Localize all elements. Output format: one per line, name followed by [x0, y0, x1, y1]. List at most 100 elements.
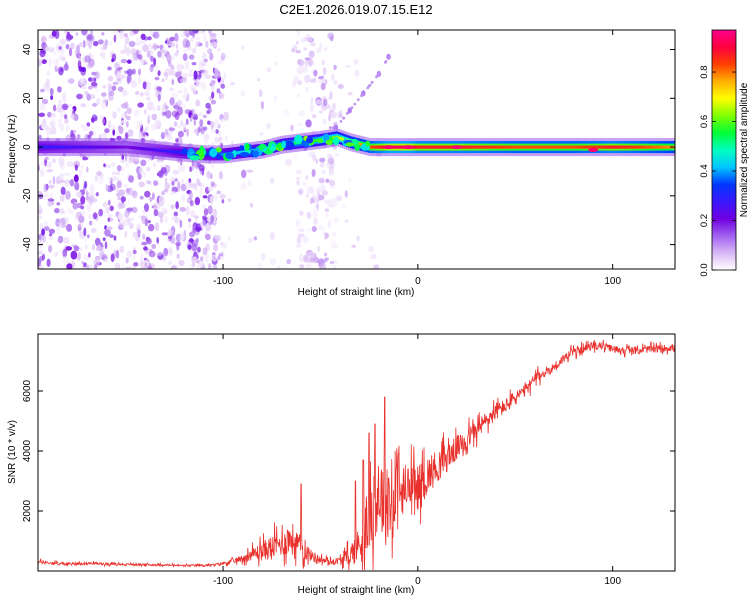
branch-speckle: [375, 75, 378, 79]
spectrogram-noise-speckle: [66, 223, 73, 232]
spectrogram-noise-speckle: [78, 65, 83, 72]
spectrogram-noise-speckle: [52, 158, 56, 164]
ridge-core: [492, 145, 495, 149]
spectrogram-noise-speckle: [167, 260, 173, 266]
spectrogram-noise-speckle: [49, 233, 53, 237]
ridge-blob: [306, 137, 314, 144]
spectrogram-noise-speckle: [80, 205, 85, 210]
spectrogram-noise-speckle: [183, 87, 188, 95]
spectrogram-noise-speckle: [151, 243, 157, 250]
spectrogram-noise-speckle: [79, 247, 83, 252]
spectrogram-noise-speckle: [174, 102, 179, 111]
ridge-core: [604, 145, 607, 149]
spectrogram-noise-speckle: [269, 231, 275, 240]
spectrogram-noise-speckle: [320, 82, 326, 91]
ridge-core: [566, 145, 569, 149]
spectrogram-noise-speckle: [149, 196, 153, 202]
ridge-core: [110, 145, 113, 149]
ridge-core: [618, 145, 621, 149]
ridge-blob: [286, 145, 294, 151]
spectrogram-noise-speckle: [161, 190, 166, 196]
spectrogram-noise-speckle: [191, 242, 198, 252]
spectrogram-noise-speckle: [58, 156, 65, 166]
spectrogram-noise-speckle: [312, 154, 316, 161]
ridge-core: [436, 145, 439, 149]
spectrogram-noise-speckle: [67, 78, 75, 84]
ridge-core: [132, 146, 135, 150]
ridge-core: [480, 145, 483, 149]
ridge-core: [500, 145, 503, 149]
spectrogram-noise-speckle: [327, 157, 335, 165]
ridge-core: [70, 145, 73, 149]
spectrogram-noise-speckle: [177, 100, 183, 106]
spectrogram-noise-speckle: [258, 262, 262, 269]
ridge-core: [644, 145, 647, 149]
spectrogram-noise-speckle: [216, 190, 221, 195]
spectrogram-noise-speckle: [144, 135, 148, 141]
spectrogram-noise-speckle: [132, 231, 139, 239]
spectrogram-noise-speckle: [368, 245, 374, 253]
ridge-core: [464, 145, 467, 149]
spectrogram-noise-speckle: [101, 32, 105, 36]
snr-panel: 2000 4000 6000 -100 0 100 Height of straight…: [7, 333, 676, 596]
spectrogram-noise-speckle: [184, 48, 188, 53]
spectrogram-noise-speckle: [113, 235, 117, 241]
spectrogram-noise-speckle: [146, 238, 152, 245]
spectrogram-noise-speckle: [53, 104, 57, 112]
spectrogram-noise-speckle: [298, 187, 303, 197]
spectrogram-noise-speckle: [137, 68, 142, 76]
spectrogram-noise-speckle: [180, 120, 184, 126]
spectrogram-noise-speckle: [165, 187, 169, 194]
spectrogram-noise-speckle: [214, 68, 219, 74]
ridge-core: [100, 145, 103, 149]
ridge-core: [148, 147, 151, 151]
branch-point: [347, 107, 352, 114]
spectrogram-noise-speckle: [64, 179, 70, 188]
ridge-core: [56, 145, 59, 149]
spectrogram-noise-speckle: [164, 105, 169, 110]
ridge-core: [66, 145, 69, 149]
spectrogram-noise-speckle: [240, 182, 247, 190]
spectrogram-noise-speckle: [196, 264, 200, 269]
ridge-core: [372, 145, 375, 149]
spectrogram-noise-speckle: [333, 80, 338, 85]
x-tick-label: 0: [415, 276, 421, 287]
branch-speckle: [356, 98, 360, 102]
spectrogram-noise-speckle: [136, 228, 141, 233]
spectrogram-noise-speckle: [195, 168, 198, 178]
spectrogram-noise-speckle: [39, 168, 45, 177]
ridge-core: [90, 145, 93, 149]
ridge-core: [124, 145, 127, 149]
spectrogram-noise-speckle: [149, 30, 154, 36]
spectrogram-noise-speckle: [139, 195, 144, 200]
spectrogram-noise-speckle: [214, 73, 221, 79]
spectrogram-noise-speckle: [142, 172, 147, 178]
spectrogram-noise-speckle: [210, 121, 215, 130]
spectrogram-noise-speckle: [332, 264, 337, 269]
ridge-core: [650, 145, 653, 149]
spectrogram-noise-speckle: [150, 55, 154, 62]
ridge-blob: [259, 143, 266, 150]
ridge-core: [474, 145, 477, 149]
spectrogram-noise-speckle: [133, 262, 139, 267]
spectrogram-noise-speckle: [213, 243, 219, 252]
spectrogram-noise-speckle: [42, 118, 47, 126]
ridge-core: [504, 145, 507, 149]
spectrogram-noise-speckle: [109, 205, 114, 212]
spectrogram-noise-speckle: [155, 63, 158, 72]
x-tick-label: -100: [213, 276, 233, 287]
ridge-core: [552, 145, 555, 149]
spectrogram-noise-speckle: [194, 196, 201, 206]
spectrogram-noise-speckle: [208, 30, 213, 35]
spectrogram-noise-speckle: [125, 257, 129, 264]
spectrogram-noise-speckle: [167, 238, 172, 243]
spectrogram-noise-speckle: [181, 77, 187, 84]
spectrogram-noise-speckle: [80, 124, 84, 128]
spectrogram-noise-speckle: [185, 40, 191, 48]
spectrogram-noise-speckle: [324, 208, 329, 213]
ridge-blob: [216, 153, 222, 160]
spectrogram-noise-speckle: [332, 102, 336, 110]
spectrogram-noise-speckle: [308, 251, 315, 259]
spectrogram-noise-speckle: [353, 59, 359, 65]
spectrogram-noise-speckle: [319, 42, 323, 51]
